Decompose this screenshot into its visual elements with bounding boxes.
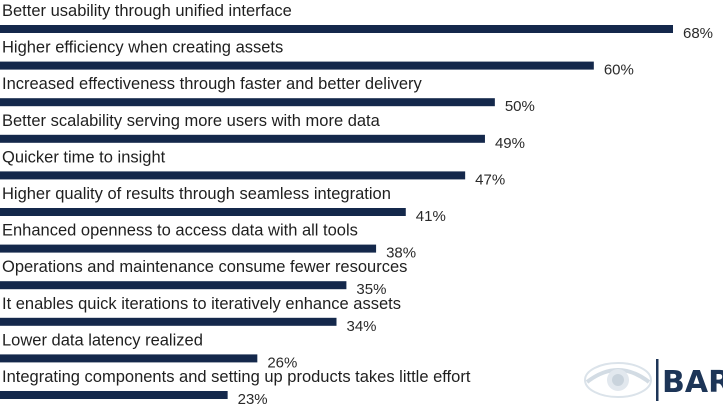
- bar: [0, 25, 673, 33]
- eye-icon: [584, 362, 652, 398]
- category-label: Better scalability serving more users wi…: [2, 112, 381, 130]
- barc-logo: BARC: [584, 359, 723, 401]
- category-label: Enhanced openness to access data with al…: [2, 222, 358, 240]
- value-label: 34%: [347, 318, 377, 335]
- value-label: 47%: [475, 171, 505, 188]
- value-label: 35%: [356, 281, 386, 298]
- value-label: 38%: [386, 245, 416, 262]
- value-label: 49%: [495, 135, 525, 152]
- value-label: 50%: [505, 98, 535, 115]
- value-label: 26%: [267, 354, 297, 371]
- bar: [0, 134, 485, 143]
- category-label: Quicker time to insight: [2, 148, 166, 166]
- category-label: Operations and maintenance consume fewer…: [2, 258, 407, 276]
- value-label: 41%: [416, 208, 446, 225]
- logo-divider: [656, 359, 659, 401]
- category-label: Higher efficiency when creating assets: [2, 39, 283, 57]
- category-label: Better usability through unified interfa…: [2, 2, 292, 20]
- bar: [0, 208, 406, 216]
- category-label: Higher quality of results through seamle…: [2, 185, 391, 203]
- bar: [0, 317, 337, 326]
- value-label: 23%: [238, 391, 268, 408]
- bar: [0, 281, 347, 290]
- category-label: Lower data latency realized: [2, 331, 203, 349]
- bar: [0, 244, 377, 253]
- value-label: 68%: [683, 25, 713, 42]
- bar: [0, 354, 258, 363]
- category-label: Integrating components and setting up pr…: [2, 368, 471, 386]
- bar: [0, 391, 228, 399]
- bar: [0, 171, 466, 180]
- bar: [0, 61, 594, 70]
- bar: [0, 98, 495, 107]
- category-label: Increased effectiveness through faster a…: [2, 75, 423, 93]
- logo-text: BARC: [662, 365, 723, 400]
- value-label: 60%: [604, 62, 634, 79]
- category-label: It enables quick iterations to iterative…: [2, 295, 401, 313]
